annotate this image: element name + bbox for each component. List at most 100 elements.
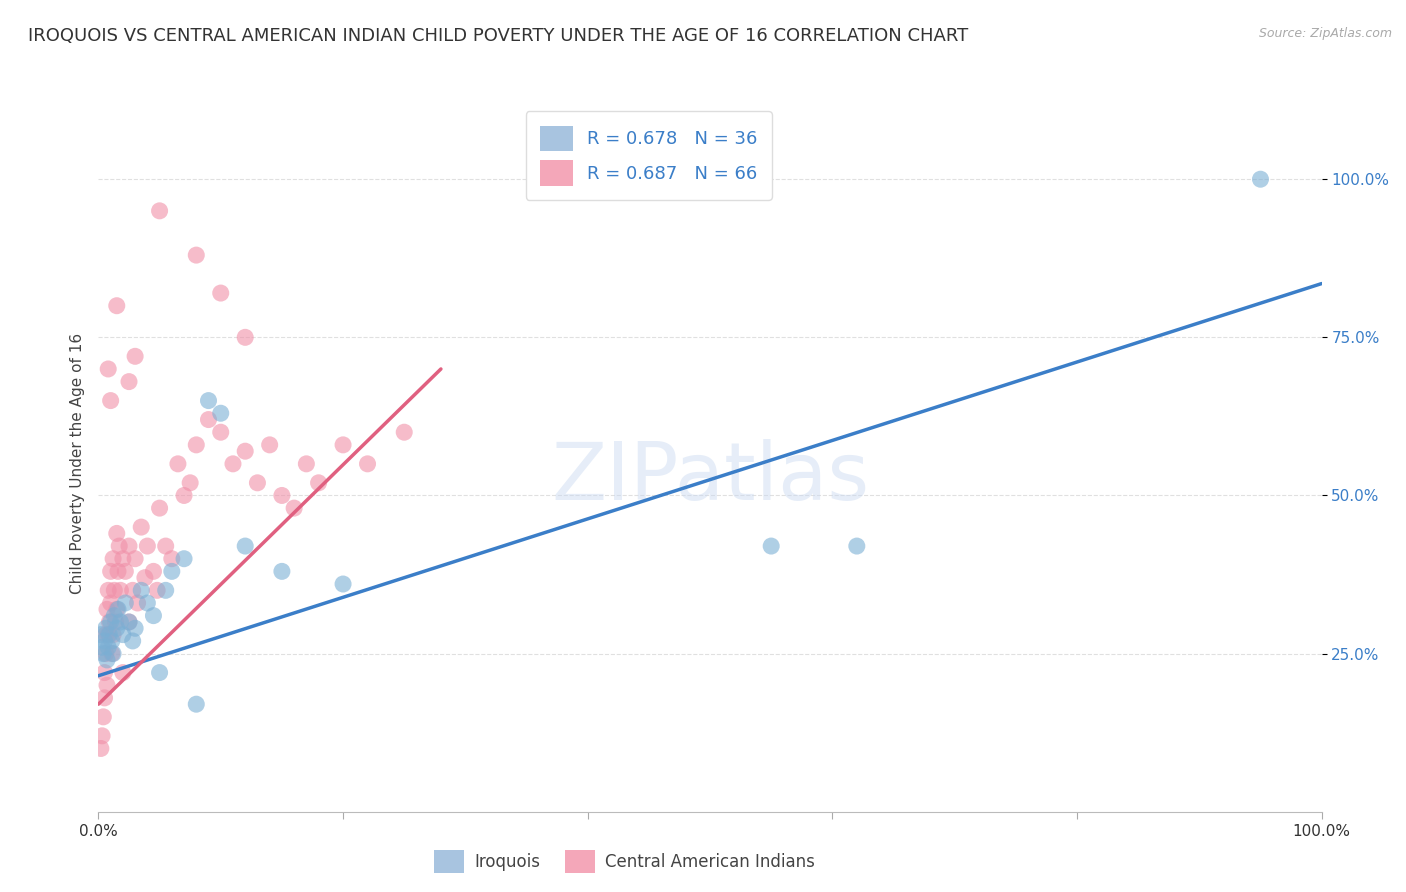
Point (121, 634, 143, 648)
Point (392, 425, 416, 440)
Point (295, 457, 318, 471)
Point (136, 539, 159, 553)
Point (94, 647, 117, 661)
Point (332, 438, 354, 452)
Text: Source: ZipAtlas.com: Source: ZipAtlas.com (1258, 27, 1392, 40)
Point (97, 362, 120, 376)
Point (179, 475, 201, 490)
Point (186, 438, 208, 452)
Point (186, 248, 208, 262)
Point (91, 710, 114, 724)
Point (90, 741, 112, 756)
Point (209, 425, 232, 440)
Point (209, 406, 232, 420)
Point (246, 475, 269, 490)
Point (93, 665, 115, 680)
Point (100, 393, 122, 408)
Point (129, 520, 152, 534)
Point (105, 526, 128, 541)
Point (94, 621, 117, 635)
Point (167, 457, 190, 471)
Point (146, 583, 169, 598)
Point (111, 665, 134, 680)
Point (118, 539, 141, 553)
Point (136, 596, 159, 610)
Point (1249, 172, 1271, 186)
Point (121, 583, 143, 598)
Point (96, 602, 118, 616)
Point (94, 627, 117, 641)
Point (101, 627, 124, 641)
Point (308, 475, 330, 490)
Point (91, 640, 114, 655)
Point (332, 577, 354, 591)
Point (105, 621, 128, 635)
Point (104, 615, 127, 629)
Text: ZIPatlas: ZIPatlas (551, 439, 869, 516)
Point (96, 678, 118, 692)
Point (155, 583, 177, 598)
Point (259, 438, 281, 452)
Point (124, 621, 146, 635)
Point (101, 634, 124, 648)
Point (149, 203, 172, 218)
Point (233, 444, 256, 458)
Point (149, 501, 172, 516)
Point (209, 286, 232, 301)
Point (127, 596, 149, 610)
Point (845, 539, 868, 553)
Point (96, 653, 118, 667)
Point (283, 501, 305, 516)
Point (98, 627, 121, 641)
Point (129, 583, 152, 598)
Point (173, 551, 195, 566)
Point (91, 647, 114, 661)
Text: IROQUOIS VS CENTRAL AMERICAN INDIAN CHILD POVERTY UNDER THE AGE OF 16 CORRELATIO: IROQUOIS VS CENTRAL AMERICAN INDIAN CHIL… (28, 27, 969, 45)
Point (97, 627, 120, 641)
Point (105, 299, 128, 313)
Point (111, 551, 134, 566)
Point (105, 602, 128, 616)
Point (93, 690, 115, 705)
Point (356, 457, 378, 471)
Point (160, 565, 183, 579)
Point (761, 539, 783, 553)
Point (114, 565, 136, 579)
Point (110, 615, 132, 629)
Point (98, 615, 121, 629)
Point (114, 596, 136, 610)
Point (222, 457, 245, 471)
Point (90, 627, 112, 641)
Point (103, 608, 125, 623)
Point (124, 551, 146, 566)
Point (107, 565, 129, 579)
Point (233, 330, 256, 344)
Point (100, 565, 122, 579)
Point (149, 665, 172, 680)
Point (173, 488, 195, 502)
Point (101, 551, 124, 566)
Point (100, 596, 122, 610)
Point (197, 412, 219, 426)
Point (142, 608, 165, 623)
Point (134, 571, 156, 585)
Point (97, 640, 120, 655)
Point (101, 647, 124, 661)
Point (233, 539, 256, 553)
Point (97, 583, 120, 598)
Point (118, 375, 141, 389)
Point (111, 627, 134, 641)
Point (101, 647, 124, 661)
Point (186, 697, 208, 711)
Point (93, 634, 115, 648)
Point (155, 539, 177, 553)
Point (103, 583, 125, 598)
Point (100, 615, 122, 629)
Point (118, 615, 141, 629)
Point (197, 393, 219, 408)
Point (124, 349, 146, 363)
Point (270, 565, 294, 579)
Point (108, 539, 131, 553)
Point (91, 729, 114, 743)
Y-axis label: Child Poverty Under the Age of 16: Child Poverty Under the Age of 16 (69, 334, 84, 594)
